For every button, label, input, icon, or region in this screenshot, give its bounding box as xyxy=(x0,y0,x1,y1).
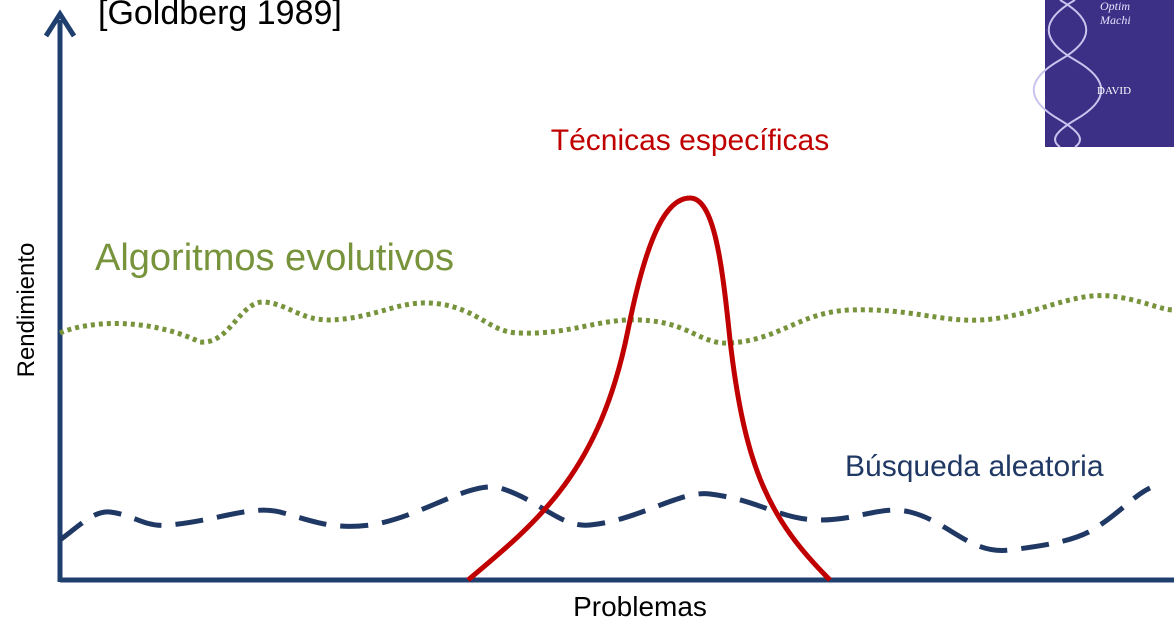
dna-strand xyxy=(1047,0,1103,148)
cover-text: DAVID xyxy=(1097,85,1131,97)
evolutionary-curve xyxy=(59,293,1174,346)
citation: [Goldberg 1989] xyxy=(98,0,342,32)
curve-label: Búsqueda aleatoria xyxy=(845,450,1104,483)
random-curve xyxy=(58,484,1152,553)
y-axis-label: Rendimiento xyxy=(13,243,40,378)
dna-strand xyxy=(1032,0,1088,148)
book-cover: Optim Machi DAVID xyxy=(1032,0,1174,148)
cover-text: Machi xyxy=(1099,13,1131,27)
cover-bg xyxy=(1045,0,1174,147)
x-axis-label: Problemas xyxy=(573,591,707,622)
curve-label: Algoritmos evolutivos xyxy=(95,237,454,279)
y-axis-arrow xyxy=(43,9,77,38)
curve-label: Técnicas específicas xyxy=(551,124,829,157)
cover-text: Optim xyxy=(1100,0,1130,13)
specific-curve xyxy=(466,195,832,582)
